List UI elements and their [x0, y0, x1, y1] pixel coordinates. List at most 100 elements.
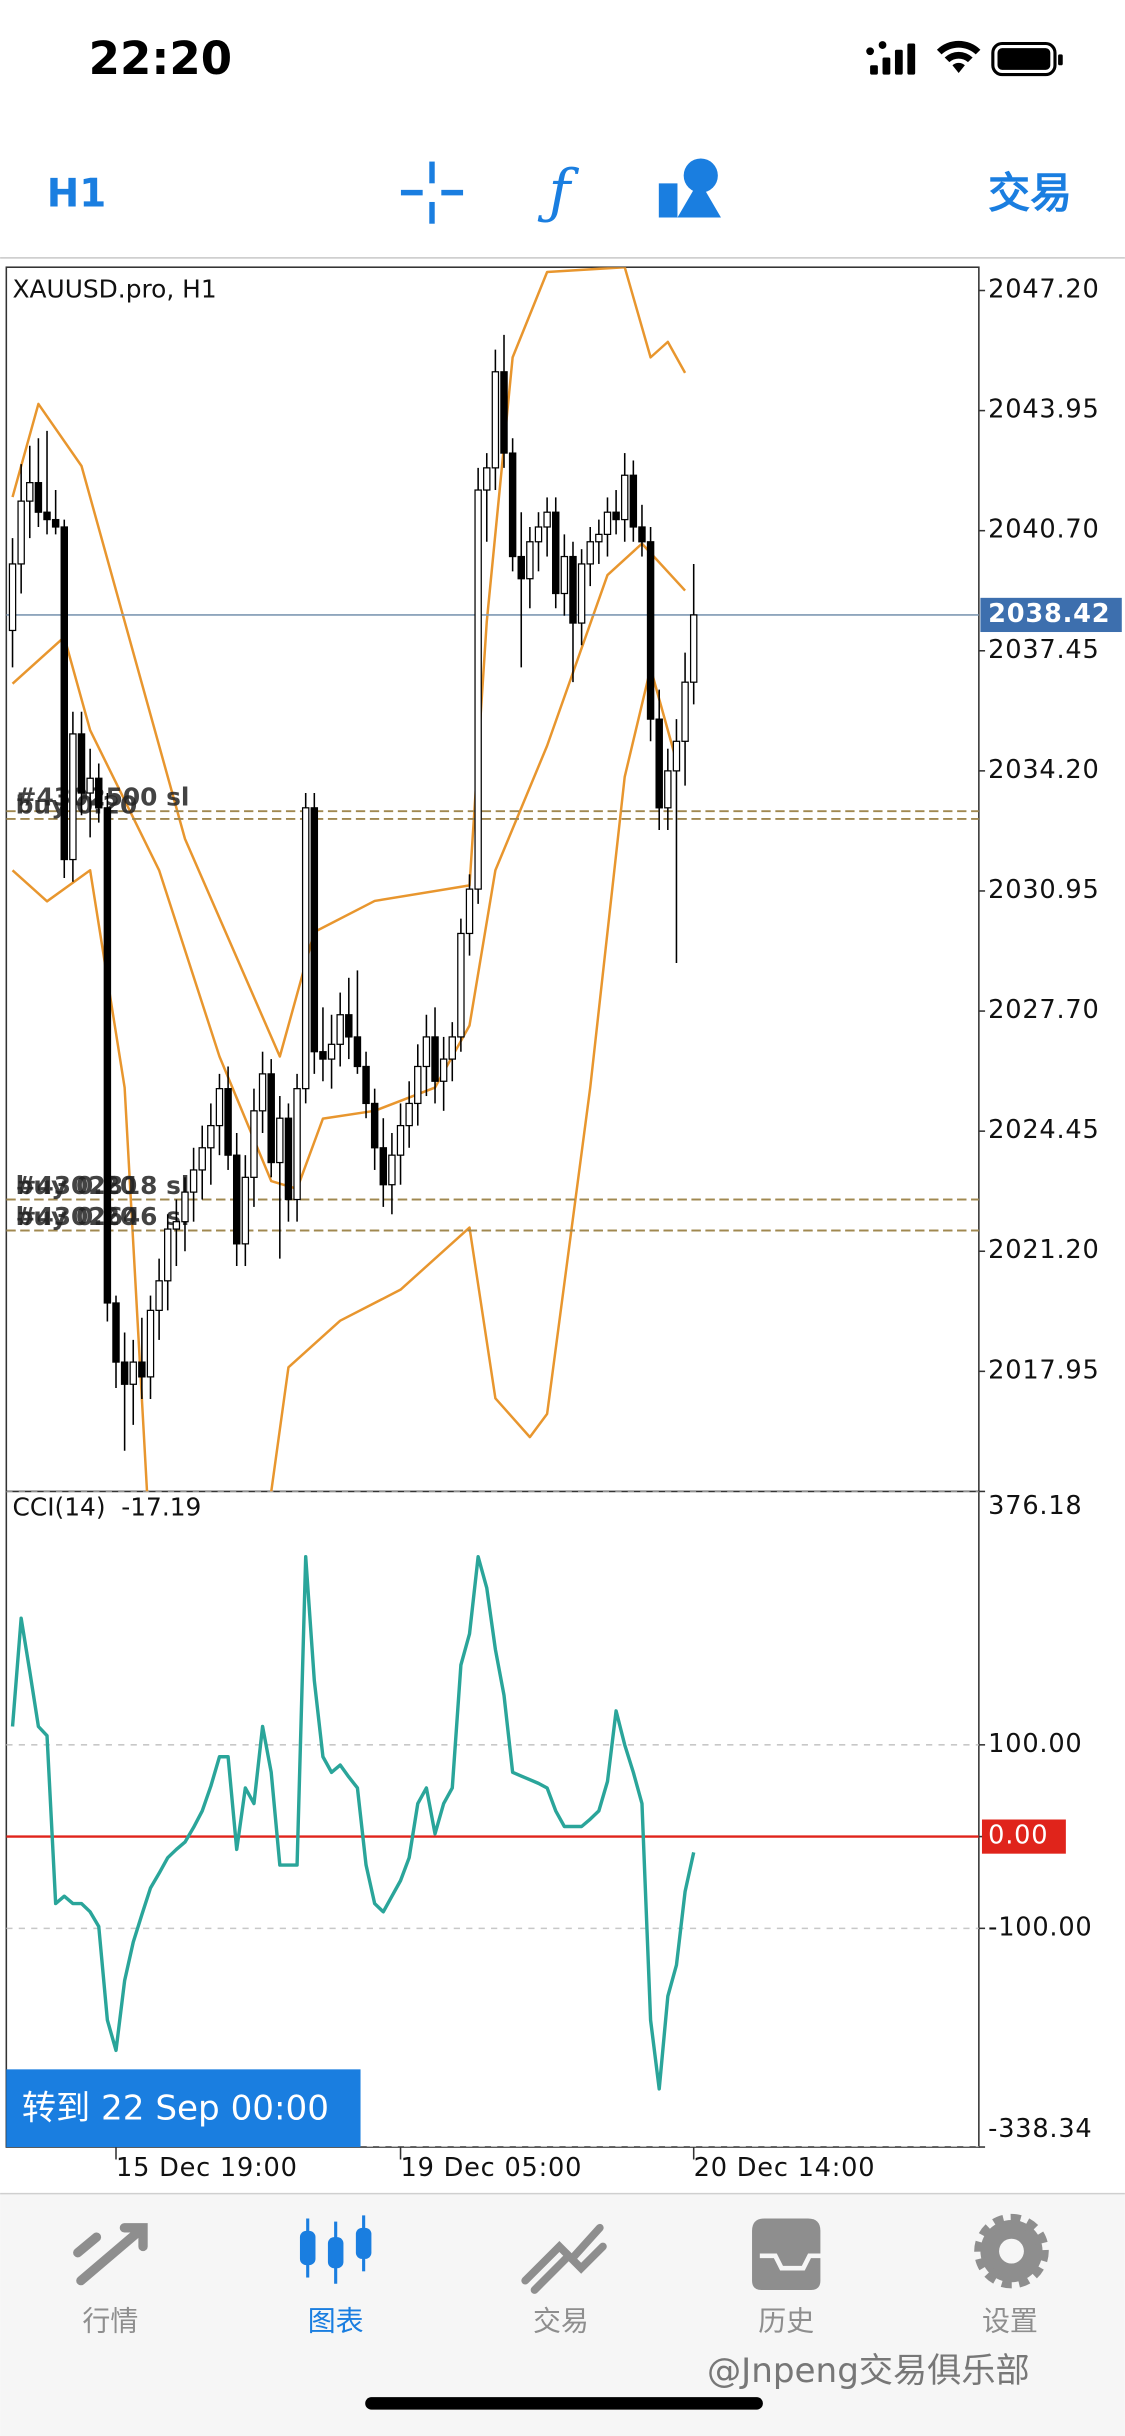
order-label: buy 0.20: [16, 1202, 138, 1231]
candle-body: [69, 733, 77, 861]
candle-body: [146, 1309, 155, 1378]
axes: 2047.20 2043.95 2040.70 2037.45 2034.20 2030.…: [115, 274, 1122, 2183]
tab-label[interactable]: 交易: [533, 2305, 589, 2338]
candle-body: [560, 555, 569, 595]
order-label: #4302646 sl: [16, 1202, 190, 1231]
objects-button[interactable]: [658, 158, 721, 218]
candle-body: [95, 777, 103, 809]
band-line: [11, 666, 678, 1492]
candle-body: [8, 563, 17, 632]
candle-body: [86, 777, 94, 794]
candle-body: [689, 614, 698, 683]
current-price-box: [980, 597, 1122, 633]
candle-body: [189, 1169, 198, 1193]
candle-body: [474, 489, 482, 890]
y-tick-label: 2043.95: [988, 395, 1099, 425]
history-icon[interactable]: [752, 2218, 826, 2290]
goto-label[interactable]: 转到 22 Sep 00:00: [22, 2088, 329, 2128]
current-price-label: 2038.42: [988, 599, 1110, 629]
candle-body: [534, 526, 543, 543]
timeframe-button[interactable]: H1: [47, 171, 107, 216]
candle-body: [310, 807, 319, 1053]
candle-body: [379, 1147, 388, 1186]
tab-label[interactable]: 行情: [82, 2305, 138, 2338]
candle-body: [120, 1361, 129, 1385]
candle-body: [517, 555, 525, 580]
candle-body: [646, 541, 655, 720]
tab-label[interactable]: 设置: [982, 2305, 1038, 2338]
goto-button[interactable]: [6, 2069, 361, 2148]
candle-body: [577, 563, 586, 624]
candle-body: [181, 1191, 189, 1223]
tab-label[interactable]: 图表: [308, 2305, 364, 2338]
candle-body: [51, 518, 60, 528]
candle-body: [681, 681, 689, 742]
candle-body: [60, 526, 68, 861]
tab-label[interactable]: 历史: [758, 2305, 814, 2338]
cci-panel: [6, 1491, 979, 2148]
candle-body: [370, 1102, 379, 1149]
y-tick-label: 0.00: [988, 1821, 1048, 1851]
candle-body: [284, 1117, 293, 1201]
candle-body: [500, 371, 508, 454]
candle-body: [276, 1117, 284, 1164]
candle-body: [336, 1014, 344, 1045]
candle-body: [207, 1124, 215, 1149]
zero-label-box: [981, 1819, 1066, 1854]
order-label: buy 0.20: [16, 1171, 138, 1200]
candle-body: [155, 1280, 163, 1311]
candle-body: [164, 1228, 172, 1282]
x-tick-label: 15 Dec 19:00: [116, 2153, 298, 2183]
candle-body: [552, 511, 560, 595]
candle-body: [345, 1014, 353, 1038]
y-tick-label: 100.00: [988, 1729, 1082, 1759]
indicator-value: -17.19: [121, 1493, 201, 1522]
candle-body: [293, 1088, 301, 1201]
candle-body: [103, 807, 112, 1304]
symbol-label: XAUUSD.pro, H1: [13, 275, 217, 304]
y-tick-label: 2021.20: [988, 1235, 1099, 1265]
candle-body: [655, 718, 663, 809]
band-line: [11, 542, 686, 1191]
candle-body: [388, 1154, 396, 1186]
y-tick-label: 2027.70: [988, 995, 1099, 1025]
settings-icon[interactable]: [974, 2213, 1049, 2289]
candle-body: [250, 1110, 258, 1178]
y-tick-label: 2037.45: [988, 635, 1099, 665]
candle-body: [457, 932, 465, 1038]
candle-body: [439, 1058, 448, 1082]
candle-body: [620, 474, 629, 521]
candle-body: [638, 526, 646, 543]
order-label: #4302818 sl: [16, 1171, 190, 1200]
candle-body: [422, 1036, 431, 1068]
y-tick-label: -338.34: [988, 2114, 1092, 2144]
order-label: #4302500 sl: [16, 783, 190, 812]
candle-body: [526, 541, 534, 580]
candle-body: [465, 888, 474, 935]
watermark: @Jnpeng交易俱乐部: [707, 2351, 1030, 2391]
candle-body: [172, 1221, 181, 1230]
candle-body: [595, 533, 603, 543]
candle-body: [77, 733, 86, 794]
indicators-button[interactable]: ƒ: [537, 156, 579, 225]
trade-icon[interactable]: [521, 2223, 607, 2294]
cci-line: [10, 1555, 696, 2091]
y-tick-label: 2040.70: [988, 515, 1099, 545]
y-tick-label: 376.18: [988, 1491, 1082, 1521]
candle-body: [353, 1036, 362, 1068]
candle-body: [508, 452, 517, 558]
candle-body: [26, 482, 34, 502]
candle-body: [629, 474, 638, 528]
candle-body: [414, 1065, 422, 1105]
candle-body: [138, 1361, 146, 1378]
candle-body: [224, 1088, 232, 1156]
candle-body: [612, 511, 620, 521]
trade-button[interactable]: 交易: [988, 168, 1072, 217]
candle-body: [198, 1147, 206, 1171]
chart-icon[interactable]: [299, 2215, 372, 2284]
crosshair-button[interactable]: [400, 161, 464, 224]
quotes-icon[interactable]: [73, 2223, 148, 2286]
status-icons: [866, 40, 1063, 77]
